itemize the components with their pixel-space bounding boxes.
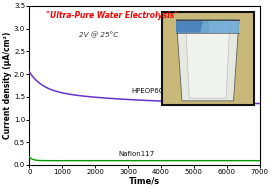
Text: "Ultra-Pure Water Electrolysis": "Ultra-Pure Water Electrolysis" bbox=[46, 11, 178, 20]
Y-axis label: Current density (μA/cm²): Current density (μA/cm²) bbox=[4, 32, 13, 139]
X-axis label: Time/s: Time/s bbox=[129, 177, 160, 186]
Text: 2V @ 25°C: 2V @ 25°C bbox=[79, 31, 118, 38]
Text: HPEOP600: HPEOP600 bbox=[131, 88, 168, 94]
Text: Nafion117: Nafion117 bbox=[118, 151, 154, 157]
